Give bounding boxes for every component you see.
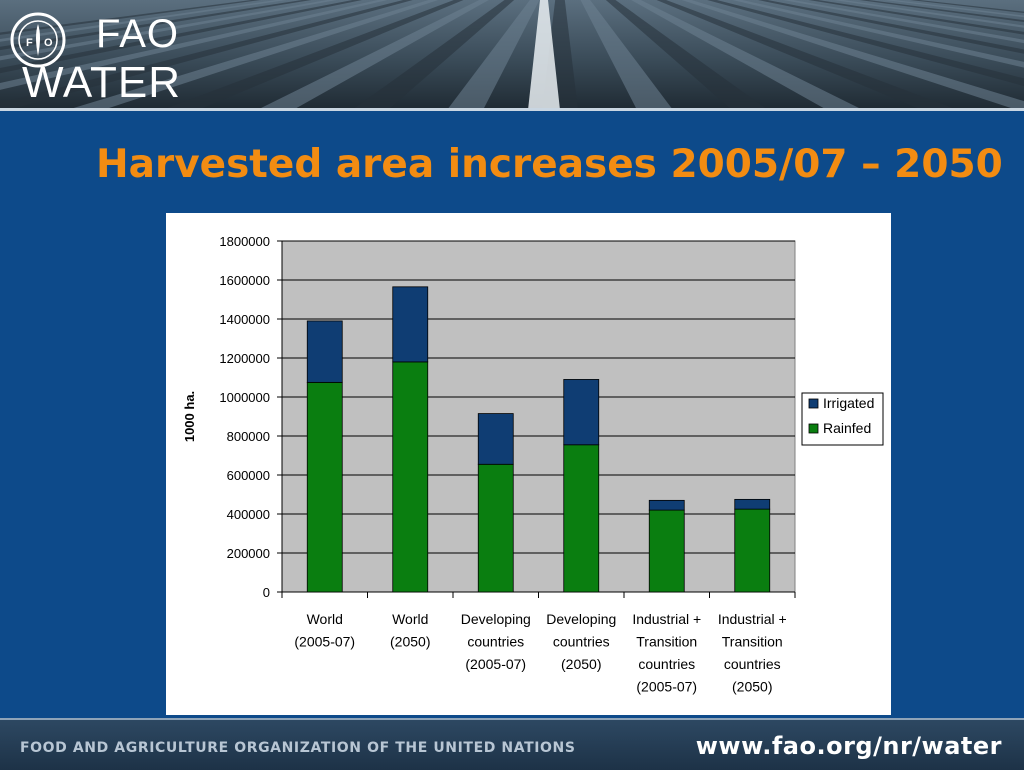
x-category-label: (2050)	[561, 656, 601, 672]
y-tick-label: 1400000	[219, 312, 270, 327]
x-category-label: Transition	[636, 634, 697, 650]
logo-fao-text: FAO	[96, 12, 180, 56]
x-category-label: countries	[553, 634, 610, 650]
legend-label-rainfed: Rainfed	[823, 420, 871, 436]
x-category-label: (2050)	[390, 634, 430, 650]
y-tick-label: 600000	[227, 468, 270, 483]
bar-irrigated	[392, 286, 429, 363]
x-category-label: (2005-07)	[294, 634, 355, 650]
bar-irrigated	[734, 498, 771, 510]
bar-irrigated	[563, 379, 600, 446]
footer-bar: FOOD AND AGRICULTURE ORGANIZATION OF THE…	[0, 718, 1024, 770]
logo-water-text: WATER	[22, 58, 181, 107]
bar-rainfed	[392, 361, 429, 593]
header-divider	[0, 108, 1024, 111]
x-category-label: World	[392, 611, 428, 627]
bar-rainfed	[306, 381, 343, 593]
x-category-label: countries	[724, 656, 781, 672]
y-tick-label: 1600000	[219, 273, 270, 288]
x-category-label: Developing	[461, 611, 531, 627]
bar-irrigated	[477, 413, 514, 465]
x-category-label: (2005-07)	[636, 679, 697, 695]
y-tick-label: 400000	[227, 507, 270, 522]
y-tick-label: 800000	[227, 429, 270, 444]
slide-title: Harvested area increases 2005/07 – 2050	[96, 142, 1003, 187]
y-tick-label: 1200000	[219, 351, 270, 366]
fao-emblem-icon: F O	[10, 12, 66, 68]
x-category-label: Industrial +	[718, 611, 787, 627]
footer-organization: FOOD AND AGRICULTURE ORGANIZATION OF THE…	[20, 740, 576, 756]
bar-irrigated	[648, 499, 685, 511]
bar-rainfed	[477, 463, 514, 593]
footer-url-link[interactable]: www.fao.org/nr/water	[695, 732, 1002, 760]
bar-irrigated	[306, 320, 343, 383]
chart-panel: 0 200000 400000 600000 800000 1000000 1200000 1…	[166, 213, 891, 715]
x-category-label: World	[307, 611, 343, 627]
legend-label-irrigated: Irrigated	[823, 395, 874, 411]
x-category-label: countries	[467, 634, 524, 650]
bar-rainfed	[563, 444, 600, 593]
x-category-label: (2050)	[732, 679, 772, 695]
y-axis-label: 1000 ha.	[182, 391, 197, 442]
legend-swatch-irrigated	[808, 398, 819, 409]
x-category-label: Industrial +	[632, 611, 701, 627]
x-category-label: Transition	[722, 634, 783, 650]
legend-swatch-rainfed	[808, 423, 819, 434]
field-rows-photo	[0, 0, 1024, 110]
x-category-label: countries	[638, 656, 695, 672]
bar-rainfed	[734, 508, 771, 593]
fao-water-logo: F O FAO WATER	[10, 6, 181, 107]
plot-area	[281, 240, 796, 593]
y-tick-label: 0	[263, 585, 270, 600]
x-category-label: (2005-07)	[465, 656, 526, 672]
svg-text:F: F	[26, 37, 33, 49]
header-banner: F O FAO WATER	[0, 0, 1024, 110]
x-category-label: Developing	[546, 611, 616, 627]
svg-text:O: O	[44, 37, 53, 49]
y-tick-label: 200000	[227, 546, 270, 561]
y-tick-label: 1000000	[219, 390, 270, 405]
y-tick-label: 1800000	[219, 234, 270, 249]
stacked-bar-chart: 0 200000 400000 600000 800000 1000000 1200000 1…	[182, 234, 884, 695]
bar-rainfed	[648, 509, 685, 593]
